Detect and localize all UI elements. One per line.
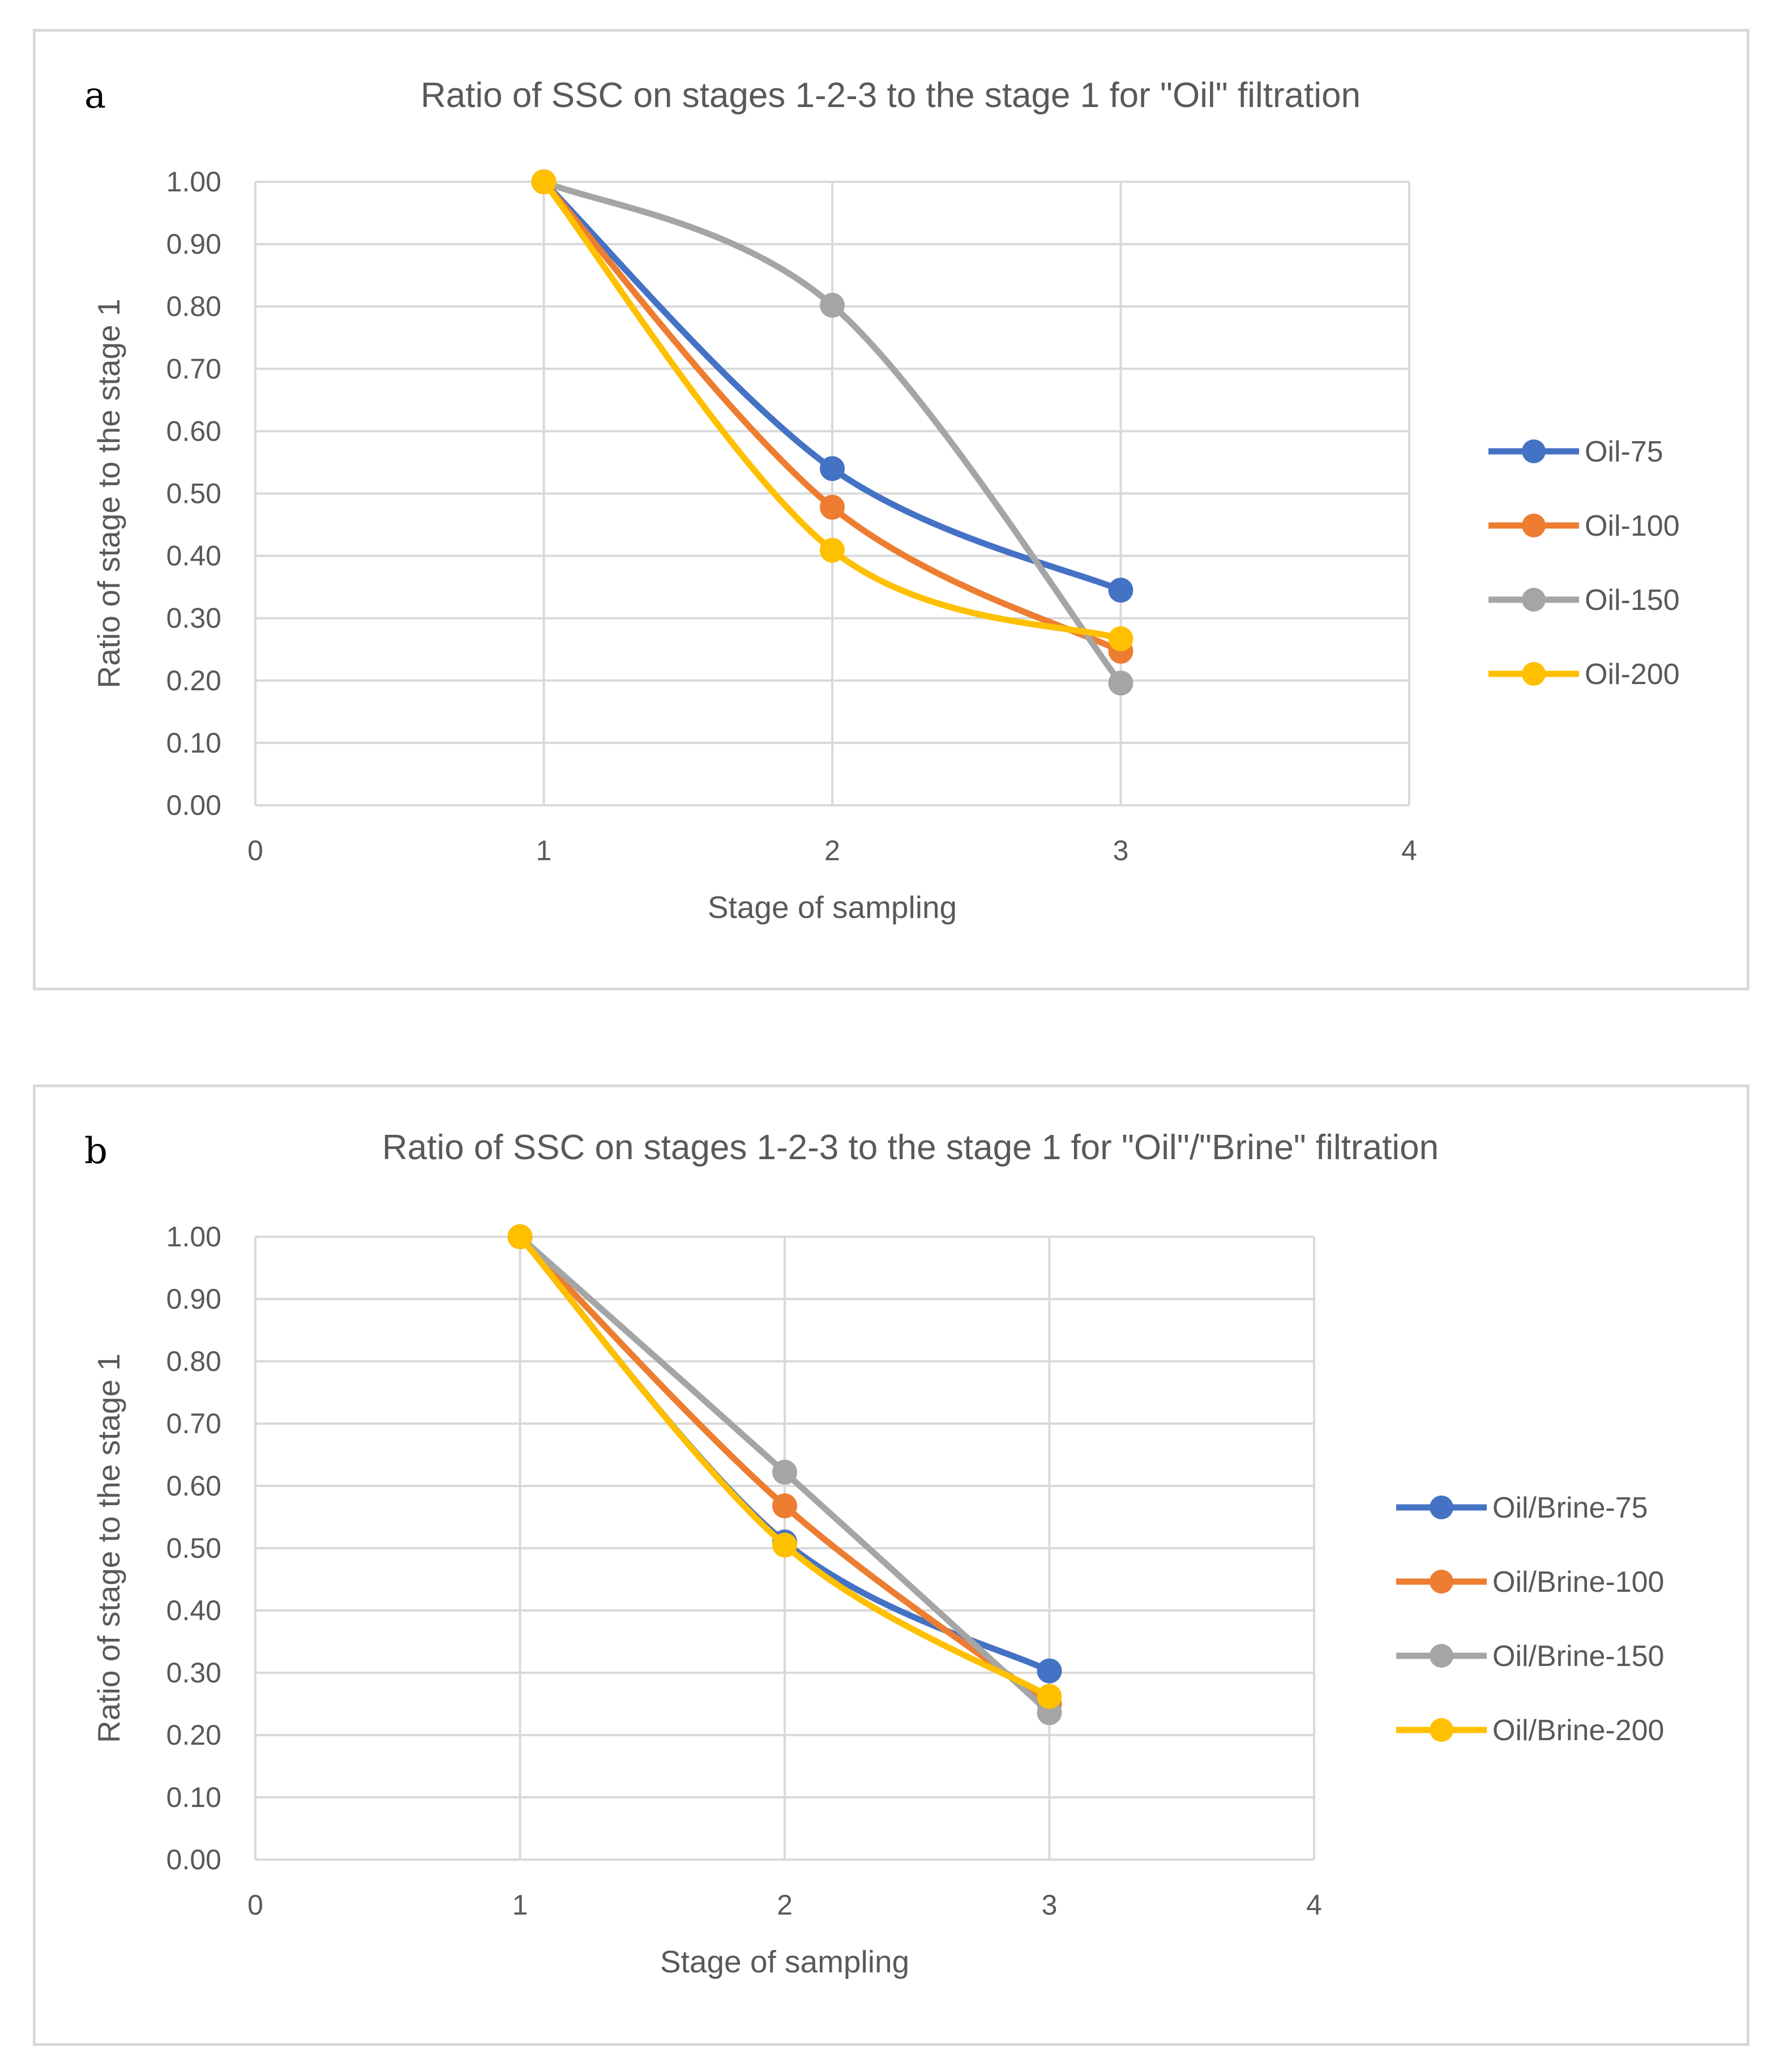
legend-label: Oil/Brine-150 — [1492, 1640, 1664, 1673]
data-point — [772, 1532, 797, 1558]
y-tick-label: 0.00 — [166, 789, 221, 821]
chart-svg: Ratio of SSC on stages 1-2-3 to the stag… — [91, 1128, 1664, 1979]
y-tick-label: 0.40 — [166, 540, 221, 572]
data-point — [531, 169, 557, 194]
y-tick-label: 0.10 — [166, 727, 221, 759]
data-point — [1037, 1684, 1062, 1709]
y-tick-label: 1.00 — [166, 166, 221, 198]
legend-marker — [1430, 1570, 1453, 1593]
legend-marker — [1522, 662, 1546, 686]
chart-title: Ratio of SSC on stages 1-2-3 to the stag… — [421, 76, 1361, 115]
legend-label: Oil/Brine-200 — [1492, 1714, 1664, 1747]
x-tick-label: 3 — [1042, 1889, 1058, 1921]
legend-label: Oil-100 — [1585, 510, 1680, 542]
x-tick-label: 0 — [247, 1889, 263, 1921]
data-point — [1108, 626, 1133, 652]
x-axis-label: Stage of sampling — [660, 1944, 909, 1979]
legend-label: Oil-75 — [1585, 435, 1663, 468]
data-point — [507, 1224, 533, 1249]
y-tick-label: 0.90 — [166, 1283, 221, 1315]
y-axis-label: Ratio of stage to the stage 1 — [91, 299, 126, 689]
chart-svg: Ratio of SSC on stages 1-2-3 to the stag… — [91, 76, 1680, 925]
y-tick-label: 0.70 — [166, 353, 221, 385]
y-tick-label: 0.30 — [166, 1657, 221, 1689]
data-point — [820, 456, 845, 481]
y-tick-label: 0.60 — [166, 415, 221, 447]
y-tick-label: 0.60 — [166, 1470, 221, 1502]
legend-marker — [1522, 439, 1546, 463]
y-tick-label: 0.80 — [166, 1345, 221, 1377]
legend-label: Oil/Brine-100 — [1492, 1566, 1664, 1599]
y-tick-label: 0.80 — [166, 290, 221, 322]
x-tick-label: 4 — [1306, 1889, 1322, 1921]
x-tick-label: 1 — [512, 1889, 528, 1921]
series-Oil/Brine-200 — [507, 1224, 1062, 1709]
y-tick-label: 0.90 — [166, 228, 221, 260]
data-point — [1108, 578, 1133, 603]
data-point — [1108, 670, 1133, 696]
data-point — [820, 494, 845, 520]
legend-label: Oil-200 — [1585, 658, 1680, 691]
y-tick-label: 0.70 — [166, 1408, 221, 1439]
legend-label: Oil/Brine-75 — [1492, 1492, 1648, 1524]
y-axis-label: Ratio of stage to the stage 1 — [91, 1353, 126, 1743]
legend-label: Oil-150 — [1585, 584, 1680, 617]
x-tick-label: 4 — [1401, 835, 1417, 866]
y-tick-label: 0.00 — [166, 1844, 221, 1876]
series-line — [541, 178, 1124, 686]
data-point — [772, 1459, 797, 1485]
data-point — [820, 292, 845, 318]
x-tick-label: 2 — [824, 835, 840, 866]
legend-marker — [1430, 1496, 1453, 1519]
x-tick-label: 2 — [777, 1889, 793, 1921]
legend-marker — [1430, 1644, 1453, 1668]
y-tick-label: 0.30 — [166, 603, 221, 634]
x-axis-label: Stage of sampling — [708, 890, 957, 925]
y-tick-label: 1.00 — [166, 1221, 221, 1253]
y-tick-label: 0.40 — [166, 1595, 221, 1626]
legend-marker — [1430, 1718, 1453, 1742]
y-tick-label: 0.50 — [166, 1532, 221, 1564]
y-tick-label: 0.20 — [166, 1719, 221, 1751]
chart-title: Ratio of SSC on stages 1-2-3 to the stag… — [382, 1128, 1439, 1167]
y-tick-label: 0.50 — [166, 478, 221, 510]
panel-label: a — [84, 75, 106, 117]
y-tick-label: 0.20 — [166, 665, 221, 697]
x-tick-label: 3 — [1113, 835, 1129, 866]
x-tick-label: 0 — [247, 835, 263, 866]
legend-marker — [1522, 588, 1546, 612]
data-point — [772, 1493, 797, 1519]
data-point — [1037, 1658, 1062, 1684]
data-point — [820, 537, 845, 563]
x-tick-label: 1 — [536, 835, 552, 866]
chart-panel-b: b Ratio of SSC on stages 1-2-3 to the st… — [33, 1084, 1749, 2046]
series-line — [541, 178, 1124, 642]
legend-marker — [1522, 514, 1546, 537]
panel-label: b — [84, 1130, 108, 1172]
chart-panel-a: a Ratio of SSC on stages 1-2-3 to the st… — [33, 29, 1749, 990]
y-tick-label: 0.10 — [166, 1782, 221, 1813]
series-Oil-200 — [531, 169, 1133, 652]
